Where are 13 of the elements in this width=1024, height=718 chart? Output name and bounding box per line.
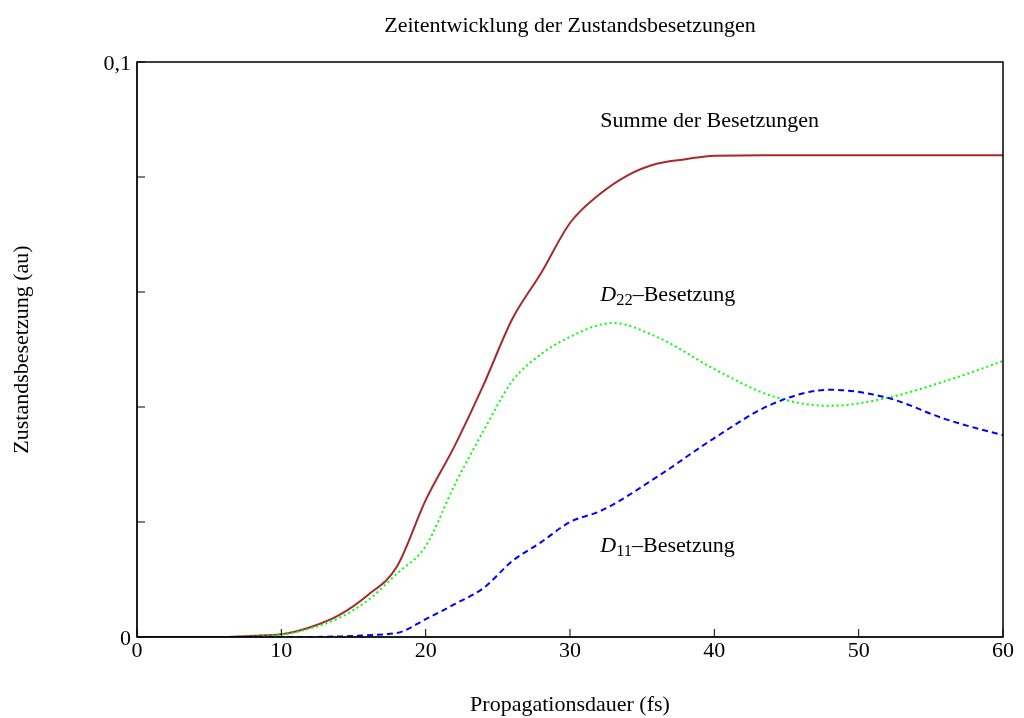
- x-tick-label: 20: [414, 636, 437, 662]
- y-axis-title: Zustandsbesetzung (au): [8, 245, 33, 454]
- x-tick-label: 10: [270, 636, 293, 662]
- x-tick-label: 60: [992, 636, 1014, 662]
- chart-title: Zeitentwicklung der Zustandsbesetzungen: [384, 12, 756, 37]
- y-tick-label: 0,1: [103, 49, 131, 75]
- series-label: Summe der Besetzungen: [600, 107, 820, 133]
- series-label: D$_{11}$–Besetzung: [599, 531, 735, 560]
- x-tick-label: 30: [559, 636, 581, 662]
- x-tick-label: 50: [847, 636, 870, 662]
- x-axis-title: Propagationsdauer (fs): [470, 691, 670, 716]
- series-label: D$_{22}$–Besetzung: [599, 281, 736, 310]
- x-tick-label: 40: [703, 636, 726, 662]
